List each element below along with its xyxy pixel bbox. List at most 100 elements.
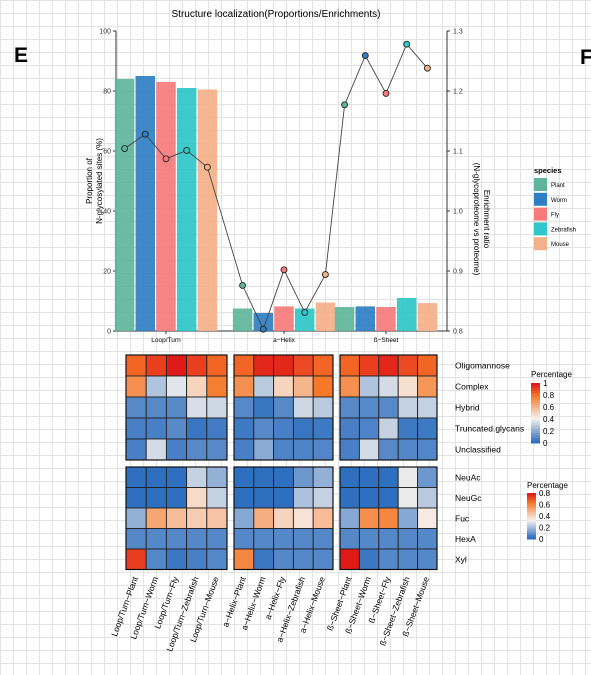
heatmap-legend-step xyxy=(527,516,536,519)
heatmap-cell xyxy=(125,396,147,419)
bar-chart: 0 20 40 60 80 100 0.8 0.9 1.0 1.1 1.2 1.3 Proportion… xyxy=(85,29,491,345)
bar-zebrafish xyxy=(294,308,315,331)
heatmap-cell xyxy=(145,528,167,550)
y2-tick-label: 0.8 xyxy=(453,329,463,336)
heatmap-cell xyxy=(165,487,188,509)
heatmap-legend-step xyxy=(531,415,540,419)
heatmap-cell xyxy=(186,507,208,529)
heatmap-legend-step xyxy=(531,388,540,391)
heatmap-cell xyxy=(417,548,438,570)
heatmap-cell xyxy=(378,417,399,440)
heatmap-cell xyxy=(339,375,360,398)
heatmap-cell xyxy=(165,438,188,461)
heatmap-cell xyxy=(253,438,275,461)
heatmap-cell xyxy=(253,528,275,550)
heatmap-cell xyxy=(358,466,380,488)
heatmap-cell xyxy=(206,396,228,419)
heatmap-legend-step xyxy=(531,440,540,444)
heatmap-block-border xyxy=(233,354,334,461)
heatmap-legend-step xyxy=(531,405,540,409)
legend-swatch-plant xyxy=(534,178,547,191)
heatmap-cell xyxy=(145,487,167,509)
heatmap-cell xyxy=(273,438,294,461)
heatmap-row-label: NeuGc xyxy=(455,493,482,503)
heatmap-legend-step xyxy=(527,521,536,525)
heatmap-cell xyxy=(339,528,360,550)
bar-worm xyxy=(355,306,376,331)
heatmap-legend-tick: 0.4 xyxy=(539,512,551,521)
heatmap-cell xyxy=(165,528,188,550)
heatmap-legend-step xyxy=(531,395,540,399)
heatmap-cell xyxy=(273,354,294,377)
heatmap-legend-step xyxy=(531,430,540,434)
heatmap-cell xyxy=(186,417,208,440)
bar-zebrafish xyxy=(176,88,197,331)
y2-tick-label: 0.9 xyxy=(453,269,463,276)
heatmap-legend-step xyxy=(527,525,536,528)
heatmap-cell xyxy=(358,396,380,419)
heatmap-legend-step xyxy=(531,425,540,429)
heatmap-legend-step xyxy=(531,435,540,439)
y-axis-label: Proportion ofN-glycosylated sites (%) xyxy=(85,138,104,224)
heatmap-legend-step xyxy=(527,535,536,538)
heatmap-cell xyxy=(233,548,255,570)
x-tick-label: ß−Sheet xyxy=(374,337,399,344)
heatmap-row-label: NeuAc xyxy=(455,472,481,482)
heatmap-cell xyxy=(339,438,360,461)
heatmap-cell xyxy=(273,417,294,440)
y-tick-label: 100 xyxy=(99,29,111,36)
heatmap-legend-step xyxy=(527,506,536,509)
y2-tick-label: 1.0 xyxy=(453,209,463,216)
bar-worm xyxy=(135,76,156,331)
heatmap-cell xyxy=(339,548,360,570)
heatmap-block-border xyxy=(339,354,438,461)
heatmap-cell xyxy=(145,396,167,419)
heatmap-row-label: Unclassified xyxy=(455,445,501,455)
legend-label-worm: Worm xyxy=(551,198,567,204)
heatmap-cell xyxy=(397,507,419,529)
enrichment-point-mouse xyxy=(423,64,431,72)
heatmap-legend-step xyxy=(527,494,536,498)
heatmap-legend-step xyxy=(527,529,536,532)
y2-tick-label: 1.2 xyxy=(453,89,463,96)
heatmap-row-label: Complex xyxy=(455,382,489,392)
heatmap-cell xyxy=(165,354,188,377)
heatmap-cell xyxy=(417,507,438,529)
heatmap-cell xyxy=(358,375,380,398)
heatmap-cell xyxy=(165,396,188,419)
heatmap-legend-step xyxy=(527,533,536,536)
heatmap-legend-step xyxy=(527,496,536,500)
heatmap-cell xyxy=(233,438,255,461)
heatmap-legend-tick: 0.6 xyxy=(539,501,551,510)
enrichment-point-fly xyxy=(280,266,288,274)
heatmap-cell xyxy=(165,375,188,398)
y-tick-label: 80 xyxy=(103,89,111,96)
panel-label-e: E xyxy=(14,44,28,67)
heatmap-cell xyxy=(145,417,167,440)
heatmap-cell xyxy=(206,466,228,488)
heatmap-legend-tick: 0 xyxy=(543,439,548,448)
heatmap-legend-step xyxy=(531,428,540,431)
heatmap-legend-step xyxy=(527,517,536,521)
heatmap-cell xyxy=(312,507,334,529)
enrichment-point-mouse xyxy=(203,163,211,171)
heatmap-cell xyxy=(233,466,255,488)
heatmap-row-label: HexA xyxy=(455,534,476,544)
bar-plant xyxy=(114,79,135,331)
heatmap-cell xyxy=(206,528,228,550)
heatmap-legend-step xyxy=(527,537,536,540)
heatmap-legend-tick: 0.8 xyxy=(539,489,551,498)
heatmap-cell xyxy=(378,396,399,419)
heatmap-legend-step xyxy=(527,493,536,496)
bar-mouse xyxy=(315,302,336,331)
heatmap-cell xyxy=(417,417,438,440)
heatmap-cell xyxy=(397,375,419,398)
heatmap-cell xyxy=(292,548,314,570)
enrichment-point-zebrafish xyxy=(403,40,411,48)
heatmap-cell xyxy=(339,487,360,509)
heatmap-legend-step xyxy=(527,527,536,530)
legend-swatch-mouse xyxy=(534,237,547,251)
y2-tick-label: 1.1 xyxy=(453,149,463,156)
heatmap-legend-step xyxy=(531,403,540,406)
